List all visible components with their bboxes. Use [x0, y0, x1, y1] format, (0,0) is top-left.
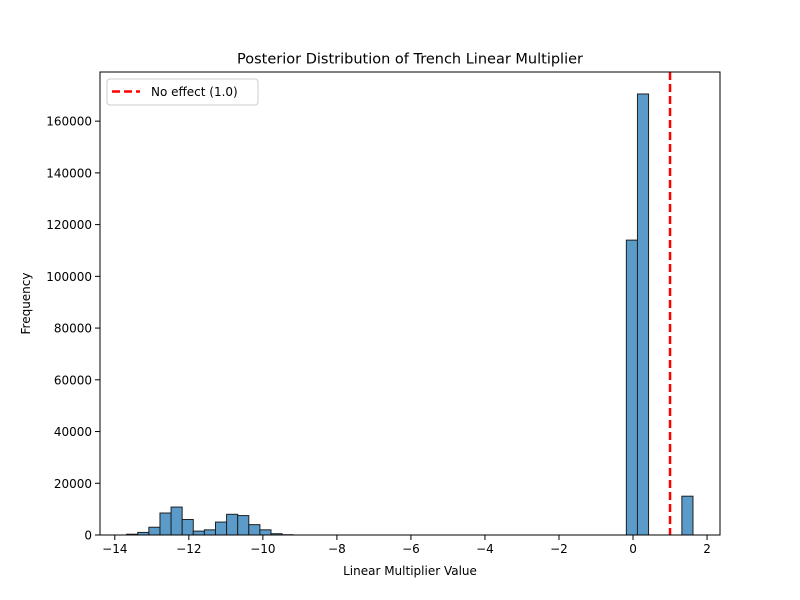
histogram-bar	[259, 529, 272, 536]
y-tick-label: 20000	[54, 477, 92, 491]
x-axis-label: Linear Multiplier Value	[343, 564, 477, 578]
x-tick-label: −14	[102, 542, 127, 556]
x-tick-label: −4	[476, 542, 494, 556]
histogram-bar	[148, 526, 161, 536]
y-tick-label: 120000	[46, 218, 92, 232]
legend-label: No effect (1.0)	[151, 85, 238, 99]
x-tick-label: 2	[703, 542, 711, 556]
histogram-bar	[159, 512, 172, 536]
legend-box	[106, 78, 259, 106]
histogram-bar	[170, 506, 183, 536]
y-tick-label: 160000	[46, 115, 92, 129]
histogram-bar	[226, 513, 239, 536]
histogram-bar	[625, 239, 638, 536]
histogram-bar	[237, 515, 250, 536]
y-tick-label: 140000	[46, 166, 92, 180]
y-tick-label: 80000	[54, 322, 92, 336]
y-axis-ticks: 0 20000 40000 60000 80000 100000 120000 140000 1…	[46, 115, 100, 543]
x-axis-ticks: −14 −12 −10 −8 −6 −4 −2 0 2	[102, 535, 711, 556]
legend: No effect (1.0)	[106, 78, 259, 106]
y-tick-label: 100000	[46, 270, 92, 284]
plot-frame	[99, 71, 721, 536]
histogram-bar	[214, 521, 228, 536]
x-tick-label: −10	[250, 542, 275, 556]
histogram-bar	[636, 93, 650, 536]
chart-title: Posterior Distribution of Trench Linear …	[237, 52, 583, 68]
x-tick-label: 0	[629, 542, 637, 556]
histogram-bar	[192, 530, 205, 536]
y-axis-label: Frequency	[19, 273, 33, 335]
x-tick-label: −8	[328, 542, 346, 556]
x-tick-label: −2	[550, 542, 568, 556]
histogram-bar	[203, 529, 216, 536]
x-tick-label: −12	[176, 542, 201, 556]
y-tick-label: 40000	[54, 425, 92, 439]
y-tick-label: 0	[84, 529, 92, 543]
histogram-bar	[248, 524, 261, 536]
histogram-bars	[126, 93, 694, 536]
y-tick-label: 60000	[54, 373, 92, 387]
x-tick-label: −6	[402, 542, 420, 556]
histogram-bar	[681, 495, 694, 536]
histogram-bar	[181, 518, 194, 536]
